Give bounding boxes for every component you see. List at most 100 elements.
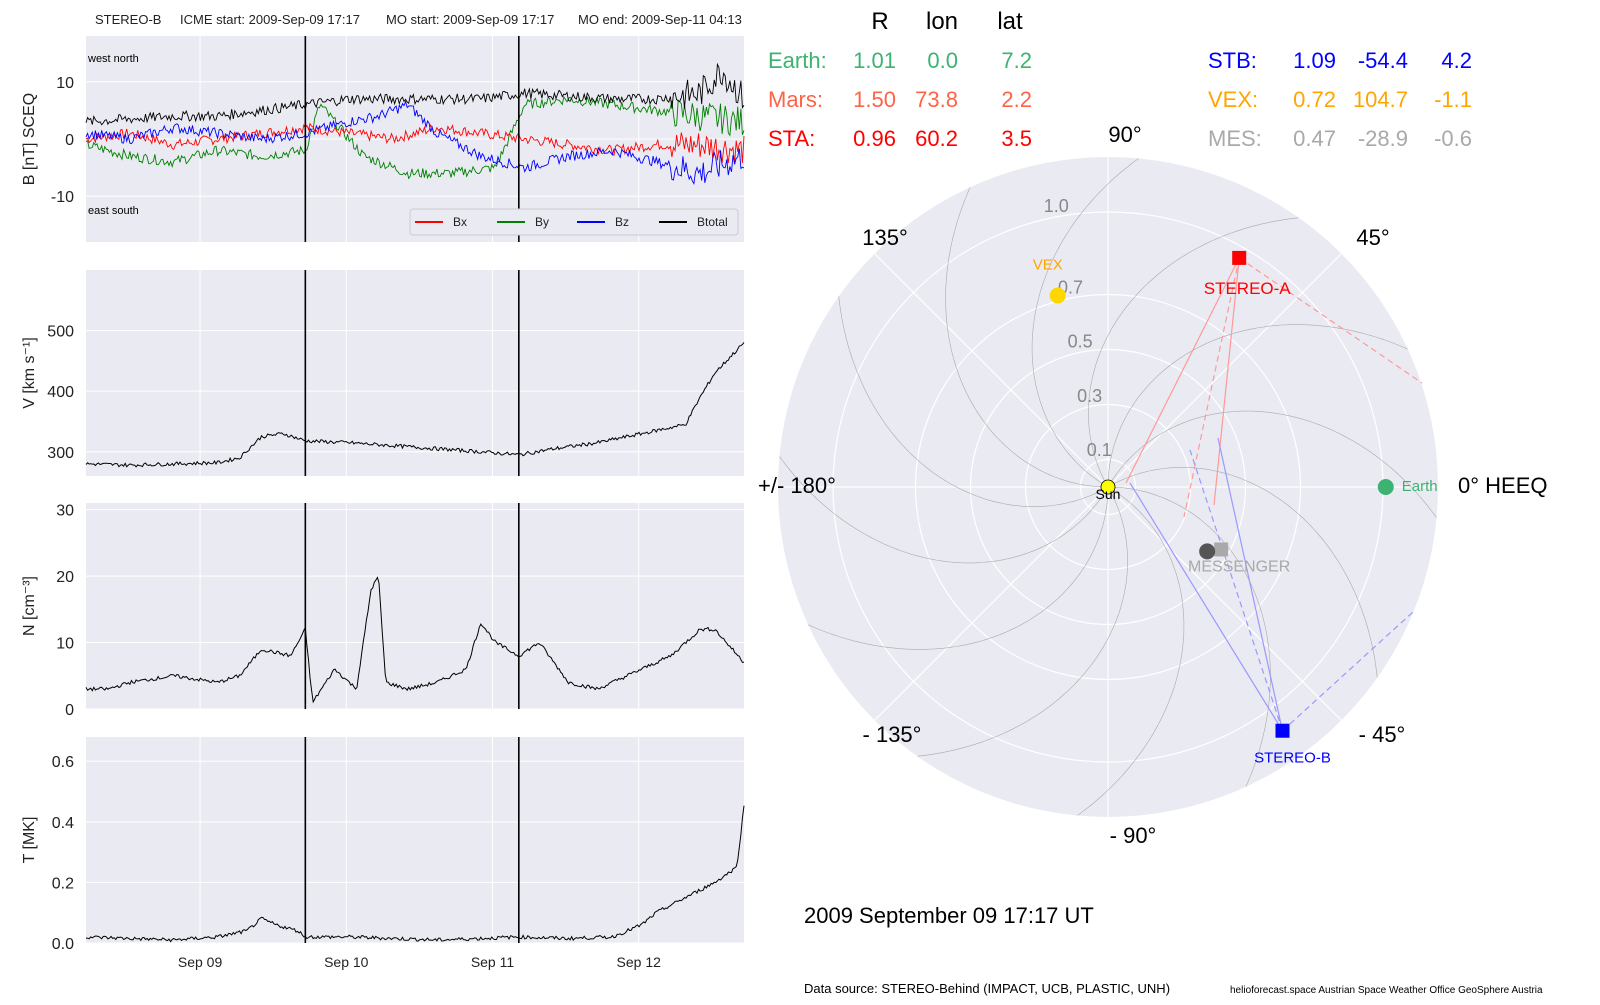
table-value: -0.6: [1434, 126, 1472, 151]
marker-stereo-b: [1275, 723, 1290, 738]
y-tick-label: 400: [47, 384, 74, 401]
table-name-stb: STB:: [1208, 48, 1257, 73]
parker-spiral: [907, 486, 1185, 817]
y-tick-label: 500: [47, 324, 74, 341]
angle-label: 45°: [1356, 225, 1389, 250]
table-value: 4.2: [1441, 48, 1472, 73]
annotation-east-south: east south: [88, 205, 139, 217]
table-value: 1.09: [1293, 48, 1336, 73]
parker-spiral: [1107, 410, 1438, 688]
table-value: 0.72: [1293, 87, 1336, 112]
header-mo-end: MO end: 2009-Sep-11 04:13: [578, 12, 742, 27]
table-header-lon: lon: [926, 8, 958, 35]
angular-gridline: [874, 486, 1109, 721]
label-messenger: MESSENGER: [1188, 558, 1290, 575]
parker-spiral: [1108, 486, 1271, 817]
series-line-n: [85, 576, 745, 704]
legend-box: [409, 208, 739, 236]
angular-gridline: [1107, 486, 1342, 721]
table-value: -28.9: [1358, 126, 1408, 151]
series-line-bz: [85, 100, 745, 185]
y-axis-label: T [MK]: [21, 817, 38, 864]
header-spacecraft: STEREO-B: [95, 12, 161, 27]
angular-gridline: [874, 253, 1109, 488]
angle-label: 135°: [862, 225, 908, 250]
table-value: 2.2: [1001, 87, 1032, 112]
table-name-vex: VEX:: [1208, 87, 1258, 112]
marker-sun: [1100, 479, 1116, 495]
y-tick-label: 10: [56, 636, 74, 653]
label-sun: Sun: [1096, 486, 1121, 502]
y-axis-label: N [cm⁻³]: [21, 576, 38, 636]
angle-label: - 45°: [1359, 722, 1406, 747]
table-value: 3.5: [1001, 126, 1032, 151]
angle-label: 0° HEEQ: [1458, 473, 1548, 498]
marker-stereo-a: [1232, 250, 1247, 265]
radial-label: 0.1: [1087, 440, 1112, 460]
y-tick-label: 0: [65, 702, 74, 719]
label-earth: Earth: [1402, 478, 1438, 495]
series-line-btotal: [85, 62, 745, 126]
legend-label-by: By: [535, 215, 549, 229]
series-line-v: [85, 342, 745, 468]
x-tick-label: Sep 10: [324, 954, 369, 970]
y-tick-label: 0.4: [52, 815, 74, 832]
table-name-mes: MES:: [1208, 126, 1262, 151]
panel-background: [86, 270, 744, 476]
credits: helioforecast.space Austrian Space Weath…: [1230, 985, 1543, 996]
table-name-sta: STA:: [768, 126, 815, 151]
parker-spiral: [1107, 324, 1438, 487]
panel-background: [86, 737, 744, 943]
table-value: 1.50: [853, 87, 896, 112]
legend-label-bz: Bz: [615, 215, 629, 229]
y-tick-label: 0.6: [52, 754, 74, 771]
parker-spiral: [778, 286, 1109, 564]
x-tick-label: Sep 09: [178, 954, 223, 970]
sta-fov-line: [1213, 257, 1240, 506]
table-value: 1.01: [853, 48, 896, 73]
angle-label: 90°: [1108, 122, 1141, 147]
panel-background: [86, 503, 744, 709]
x-tick-label: Sep 12: [617, 954, 662, 970]
series-line-by: [85, 95, 745, 180]
polar-plot: 0.10.30.50.71.090°45°0° HEEQ- 45°- 90°- …: [758, 122, 1548, 848]
table-value: 7.2: [1001, 48, 1032, 73]
marker-earth: [1377, 479, 1394, 495]
angular-gridline: [1107, 253, 1342, 488]
table-name-mars: Mars:: [768, 87, 823, 112]
data-source: Data source: STEREO-Behind (IMPACT, UCB,…: [804, 981, 1170, 996]
table-value: 73.8: [915, 87, 958, 112]
legend-label-bx: Bx: [453, 215, 467, 229]
y-tick-label: 30: [56, 503, 74, 520]
y-tick-label: 300: [47, 445, 74, 462]
y-tick-label: 0.0: [52, 936, 74, 953]
y-tick-label: 0.2: [52, 875, 74, 892]
angle-label: - 135°: [863, 722, 922, 747]
sta-fov-line: [1125, 257, 1240, 484]
sta-fov-line: [1238, 257, 1423, 384]
panel-2: 500 400 300 V [km s⁻¹]: [21, 270, 745, 476]
marker-mercury: [1199, 543, 1216, 560]
date-label: 2009 September 09 17:17 UT: [804, 903, 1094, 928]
panel-4: 0.6 0.4 0.2 0.0 T [MK] Sep 09 Sep 10 Sep 11 Sep …: [21, 737, 745, 970]
panel-3: 30 20 10 0 N [cm⁻³]: [21, 503, 745, 719]
angle-label: - 90°: [1110, 823, 1157, 848]
label-stereo-b: STEREO-B: [1254, 750, 1331, 767]
table-value: 60.2: [915, 126, 958, 151]
radial-label: 0.5: [1068, 332, 1093, 352]
parker-spiral: [778, 487, 1109, 650]
table-value: -54.4: [1358, 48, 1408, 73]
y-axis-label: V [km s⁻¹]: [21, 337, 38, 409]
y-axis-label: B [nT] SCEQ: [21, 93, 38, 185]
table-value: 0.47: [1293, 126, 1336, 151]
stb-fov-line: [1217, 437, 1284, 731]
stb-fov-line: [1129, 482, 1284, 732]
y-tick-label: -10: [51, 189, 74, 206]
marker-vex: [1049, 287, 1066, 304]
table-value: 0.0: [927, 48, 958, 73]
legend-label-btotal: Btotal: [697, 215, 728, 229]
table-header-r: R: [871, 8, 888, 35]
